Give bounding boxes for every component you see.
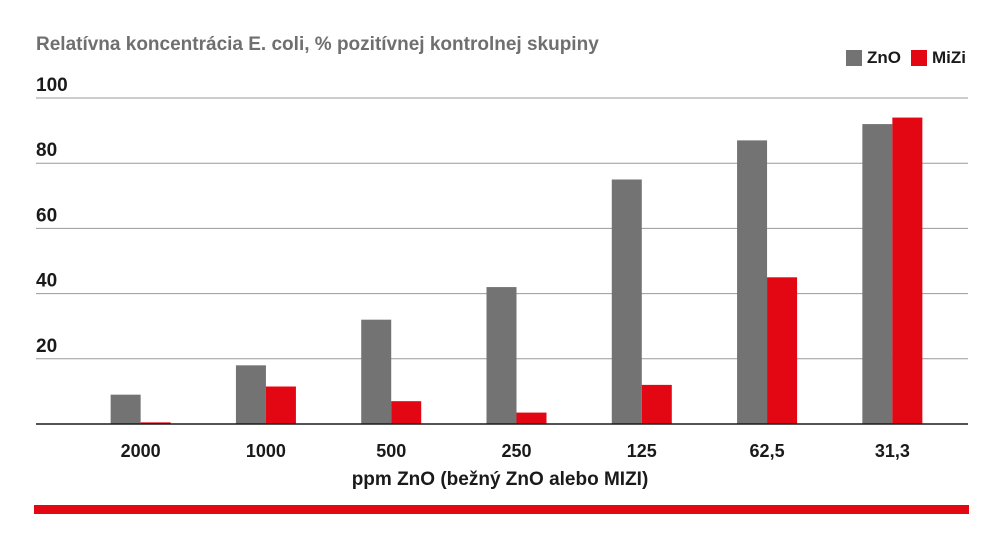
bar-zno-1 [235, 365, 266, 424]
legend-swatch-mizi [911, 50, 927, 66]
bar-mizi-5 [767, 277, 798, 424]
legend: ZnO MiZi [846, 48, 966, 68]
x-tick-label-2: 500 [376, 441, 406, 461]
bar-zno-3 [486, 287, 517, 424]
y-tick-label-100: 100 [36, 75, 68, 96]
legend-label-mizi: MiZi [932, 48, 966, 67]
x-tick-label-4: 125 [627, 441, 657, 461]
bar-zno-0 [110, 394, 141, 424]
x-tick-label-5: 62,5 [750, 441, 785, 461]
x-tick-label-0: 2000 [121, 441, 161, 461]
chart-title: Relatívna koncentrácia E. coli, % pozití… [36, 34, 599, 55]
bar-zno-4 [611, 179, 642, 424]
legend-item-zno: ZnO [846, 48, 901, 68]
x-axis-label: ppm ZnO (bežný ZnO alebo MIZI) [352, 469, 649, 490]
legend-swatch-zno [846, 50, 862, 66]
bar-mizi-1 [265, 386, 296, 424]
bar-mizi-2 [391, 401, 422, 424]
y-tick-label-20: 20 [36, 336, 57, 357]
bar-zno-2 [361, 319, 392, 424]
y-tick-label-40: 40 [36, 271, 57, 292]
y-tick-label-80: 80 [36, 140, 57, 161]
x-tick-label-3: 250 [501, 441, 531, 461]
legend-label-zno: ZnO [867, 48, 901, 67]
legend-item-mizi: MiZi [911, 48, 966, 68]
x-tick-label-6: 31,3 [875, 441, 910, 461]
y-tick-label-60: 60 [36, 205, 57, 226]
bar-zno-6 [862, 124, 893, 424]
bar-mizi-0 [140, 422, 171, 424]
x-tick-label-1: 1000 [246, 441, 286, 461]
bar-zno-5 [737, 140, 768, 424]
bottom-stripe [34, 505, 969, 514]
bar-mizi-3 [516, 412, 547, 424]
bar-mizi-4 [641, 384, 672, 424]
bar-mizi-6 [892, 117, 923, 424]
